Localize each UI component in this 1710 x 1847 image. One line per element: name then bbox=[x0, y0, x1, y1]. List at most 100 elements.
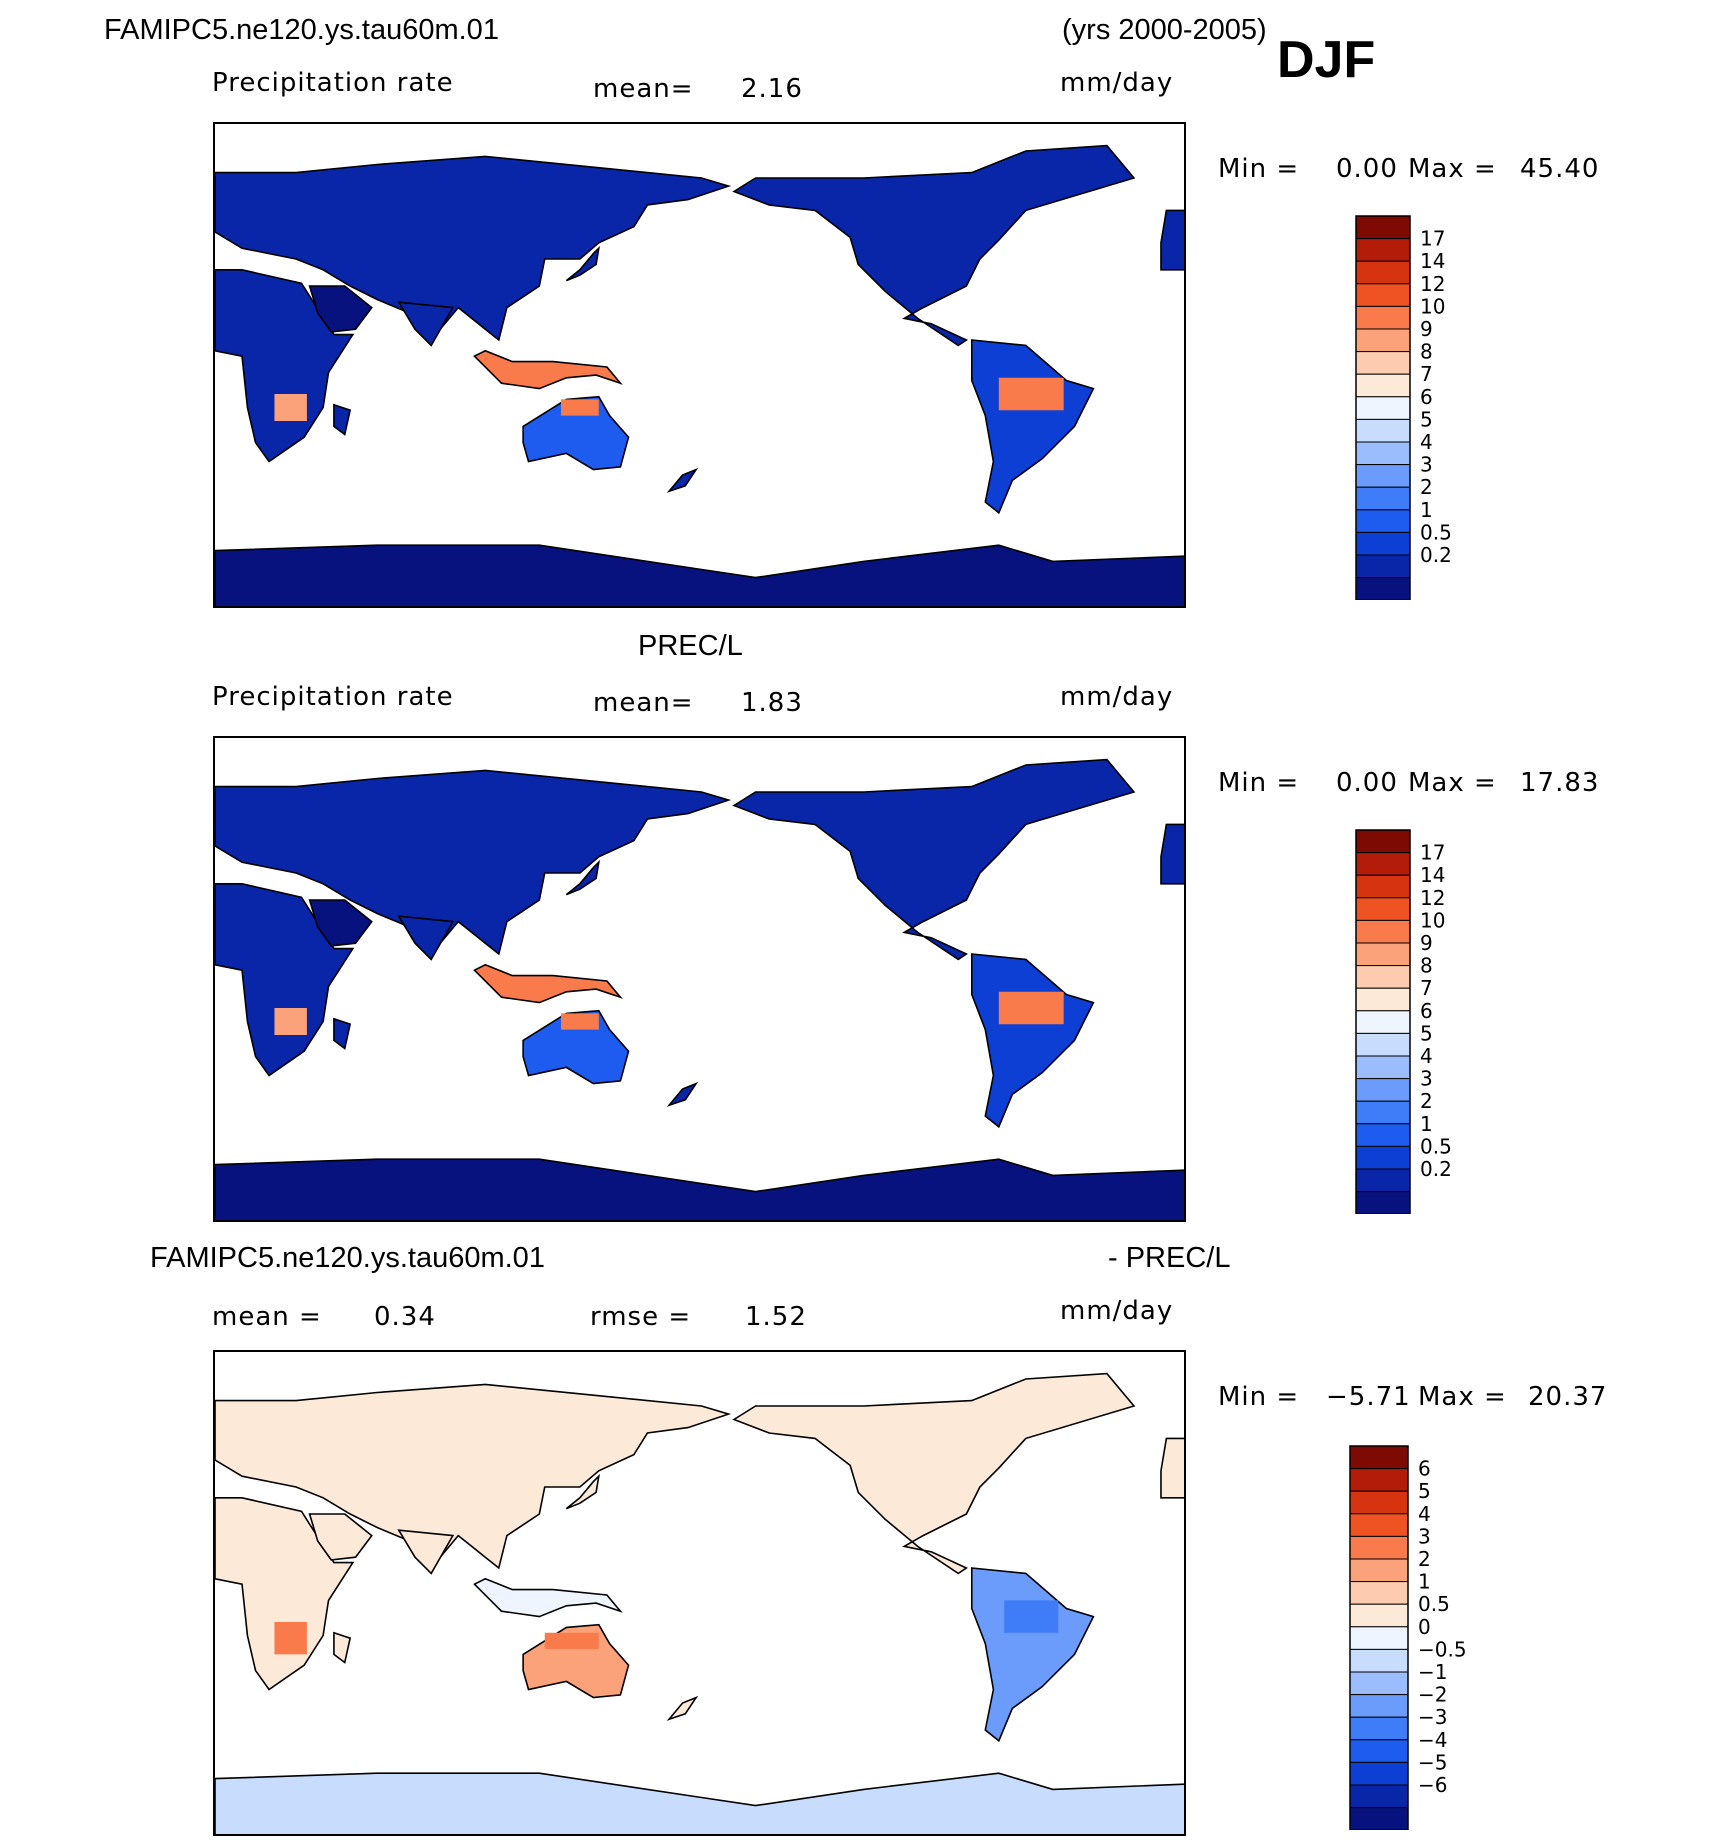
colorbar-box bbox=[1355, 942, 1411, 967]
colorbar-tick-label: 3 bbox=[1420, 453, 1433, 477]
landmass-antarctica bbox=[215, 1772, 1184, 1834]
landmass-indonesia bbox=[473, 1577, 623, 1618]
colorbar-box bbox=[1349, 1648, 1409, 1673]
panel1-min-label: Min = bbox=[1218, 154, 1300, 184]
colorbar-box bbox=[1355, 441, 1411, 466]
colorbar-tick-label: 4 bbox=[1420, 1044, 1433, 1068]
colorbar-box bbox=[1355, 238, 1411, 262]
precip-patch bbox=[274, 1622, 307, 1655]
landmass-antarctica bbox=[215, 544, 1184, 606]
panel3-units: mm/day bbox=[1060, 1296, 1174, 1326]
landmass-africa bbox=[215, 883, 355, 1077]
landmass-europe_w bbox=[1160, 823, 1184, 885]
colorbar-tick-label: 7 bbox=[1420, 362, 1433, 386]
colorbar-box bbox=[1349, 1558, 1409, 1583]
colorbar-box bbox=[1349, 1716, 1409, 1741]
landmass-southamerica bbox=[970, 339, 1095, 515]
landmass-nz bbox=[666, 467, 699, 493]
colorbar-tick-label: −0.5 bbox=[1418, 1637, 1467, 1661]
panel1-min-value: 0.00 bbox=[1336, 154, 1398, 184]
panel1-map bbox=[213, 122, 1186, 608]
precip-patch bbox=[560, 399, 599, 416]
landmass-arabia bbox=[308, 1513, 373, 1561]
colorbar-box bbox=[1349, 1626, 1409, 1650]
landmass-arabia bbox=[308, 899, 373, 947]
case-title: FAMIPC5.ne120.ys.tau60m.01 bbox=[104, 14, 499, 46]
panel3-title: FAMIPC5.ne120.ys.tau60m.01 bbox=[150, 1242, 545, 1274]
colorbar-tick-label: 0.2 bbox=[1420, 1157, 1452, 1181]
panel1-mean-label: mean= bbox=[593, 74, 694, 104]
landmass-antarctica bbox=[215, 1158, 1184, 1220]
panel2-mean-label: mean= bbox=[593, 688, 694, 718]
panel3-mean-label: mean = bbox=[212, 1302, 322, 1332]
colorbar-box bbox=[1355, 373, 1411, 398]
colorbar-box bbox=[1349, 1807, 1409, 1830]
precip-patch bbox=[274, 394, 307, 421]
colorbar-tick-label: 7 bbox=[1420, 976, 1433, 1000]
landmass-eurasia bbox=[215, 155, 732, 342]
colorbar-box bbox=[1355, 852, 1411, 876]
colorbar-tick-label: 8 bbox=[1420, 340, 1433, 364]
panel2-units: mm/day bbox=[1060, 682, 1174, 712]
colorbar-box bbox=[1349, 1445, 1409, 1470]
colorbar-tick-label: 2 bbox=[1420, 1089, 1433, 1113]
landmass-australia bbox=[522, 1009, 630, 1085]
colorbar-tick-label: −6 bbox=[1418, 1773, 1447, 1797]
colorbar-box bbox=[1355, 1010, 1411, 1034]
landmass-indonesia bbox=[473, 963, 623, 1004]
landmass-indonesia bbox=[473, 349, 623, 390]
colorbar-box bbox=[1355, 531, 1411, 556]
colorbar-box bbox=[1355, 1191, 1411, 1214]
colorbar-tick-label: 0.5 bbox=[1418, 1592, 1450, 1616]
colorbar-tick-label: 8 bbox=[1420, 954, 1433, 978]
landmass-japan bbox=[565, 1473, 600, 1510]
panel3-title-right: - PREC/L bbox=[1108, 1242, 1231, 1274]
colorbar-tick-label: 0.5 bbox=[1420, 520, 1452, 544]
colorbar-box bbox=[1355, 919, 1411, 944]
landmass-eurasia bbox=[215, 1383, 732, 1570]
colorbar-box bbox=[1355, 874, 1411, 899]
panel3-map bbox=[213, 1350, 1186, 1836]
precip-patch bbox=[560, 1013, 599, 1030]
panel1-map-plot bbox=[215, 144, 1184, 606]
colorbar-box bbox=[1355, 305, 1411, 330]
colorbar-box bbox=[1349, 1603, 1409, 1628]
colorbar-tick-label: 9 bbox=[1420, 931, 1433, 955]
colorbar-tick-label: 0 bbox=[1418, 1615, 1431, 1639]
landmass-madagascar bbox=[333, 403, 352, 436]
colorbar-tick-label: 14 bbox=[1420, 863, 1445, 887]
panel1-max-label: Max = bbox=[1408, 154, 1497, 184]
landmass-europe_w bbox=[1160, 209, 1184, 271]
season-label: DJF bbox=[1277, 31, 1376, 89]
colorbar-box bbox=[1355, 965, 1411, 989]
colorbar-tick-label: 12 bbox=[1420, 272, 1445, 296]
panel1-mean-value: 2.16 bbox=[741, 74, 803, 104]
landmass-northamerica bbox=[732, 144, 1136, 347]
colorbar-box bbox=[1355, 1100, 1411, 1125]
colorbar-tick-label: 2 bbox=[1418, 1547, 1431, 1571]
colorbar-box bbox=[1355, 396, 1411, 420]
colorbar-tick-label: −3 bbox=[1418, 1705, 1447, 1729]
landmass-northamerica bbox=[732, 758, 1136, 961]
panel3-min-label: Min = bbox=[1218, 1382, 1300, 1412]
colorbar-box bbox=[1355, 1123, 1411, 1147]
colorbar-tick-label: −1 bbox=[1418, 1660, 1447, 1684]
panel3-min-value: −5.71 bbox=[1326, 1382, 1411, 1412]
colorbar-box bbox=[1349, 1739, 1409, 1763]
colorbar-box bbox=[1355, 1032, 1411, 1057]
colorbar-box bbox=[1355, 1078, 1411, 1102]
panel2-min-value: 0.00 bbox=[1336, 768, 1398, 798]
precip-patch bbox=[274, 1008, 307, 1035]
colorbar-box bbox=[1349, 1671, 1409, 1696]
colorbar-tick-label: 4 bbox=[1418, 1502, 1431, 1526]
colorbar-tick-label: 4 bbox=[1420, 430, 1433, 454]
colorbar-tick-label: 0.2 bbox=[1420, 543, 1452, 567]
landmass-southamerica bbox=[970, 1567, 1095, 1743]
colorbar-tick-label: 3 bbox=[1420, 1067, 1433, 1091]
landmass-southamerica bbox=[970, 953, 1095, 1129]
colorbar-box bbox=[1355, 1145, 1411, 1170]
panel2-min-label: Min = bbox=[1218, 768, 1300, 798]
